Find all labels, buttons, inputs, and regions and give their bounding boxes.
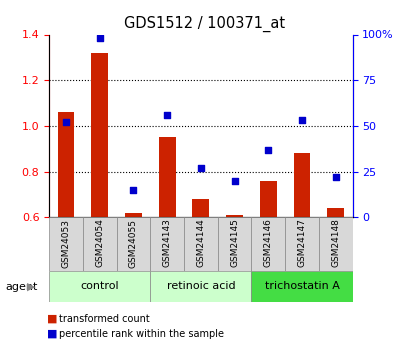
Text: GSM24143: GSM24143 bbox=[162, 219, 171, 267]
Bar bbox=[293, 153, 310, 217]
Bar bbox=[251, 271, 352, 302]
Bar bbox=[251, 217, 285, 271]
Point bbox=[231, 178, 237, 184]
Bar bbox=[184, 217, 217, 271]
Bar bbox=[150, 217, 184, 271]
Point bbox=[298, 118, 305, 123]
Bar bbox=[158, 137, 175, 217]
Text: trichostatin A: trichostatin A bbox=[264, 282, 339, 291]
Text: GSM24148: GSM24148 bbox=[330, 219, 339, 267]
Text: GDS1512 / 100371_at: GDS1512 / 100371_at bbox=[124, 16, 285, 32]
Text: agent: agent bbox=[5, 282, 38, 292]
Text: GSM24054: GSM24054 bbox=[95, 219, 104, 267]
Bar bbox=[91, 53, 108, 217]
Bar bbox=[125, 213, 142, 217]
Point bbox=[332, 174, 338, 180]
Text: GSM24053: GSM24053 bbox=[61, 218, 70, 267]
Bar bbox=[58, 112, 74, 217]
Text: GSM24145: GSM24145 bbox=[229, 219, 238, 267]
Bar bbox=[326, 208, 343, 217]
Bar bbox=[49, 271, 150, 302]
Text: GSM24147: GSM24147 bbox=[297, 219, 306, 267]
Text: GSM24055: GSM24055 bbox=[129, 218, 138, 267]
Text: retinoic acid: retinoic acid bbox=[166, 282, 235, 291]
Text: ■: ■ bbox=[47, 329, 58, 338]
Text: ▶: ▶ bbox=[27, 282, 35, 292]
Point bbox=[264, 147, 271, 152]
Point bbox=[96, 36, 103, 41]
Bar bbox=[116, 217, 150, 271]
Bar bbox=[318, 217, 352, 271]
Text: transformed count: transformed count bbox=[59, 314, 150, 324]
Bar bbox=[150, 271, 251, 302]
Bar bbox=[217, 217, 251, 271]
Point bbox=[130, 187, 137, 193]
Text: GSM24144: GSM24144 bbox=[196, 219, 205, 267]
Bar bbox=[226, 215, 243, 217]
Bar bbox=[192, 199, 209, 217]
Point bbox=[63, 119, 69, 125]
Text: control: control bbox=[80, 282, 119, 291]
Bar bbox=[259, 181, 276, 217]
Point bbox=[197, 165, 204, 171]
Bar bbox=[49, 217, 83, 271]
Text: GSM24146: GSM24146 bbox=[263, 219, 272, 267]
Bar bbox=[285, 217, 318, 271]
Text: ■: ■ bbox=[47, 314, 58, 324]
Text: percentile rank within the sample: percentile rank within the sample bbox=[59, 329, 224, 338]
Bar bbox=[83, 217, 116, 271]
Point bbox=[164, 112, 170, 118]
